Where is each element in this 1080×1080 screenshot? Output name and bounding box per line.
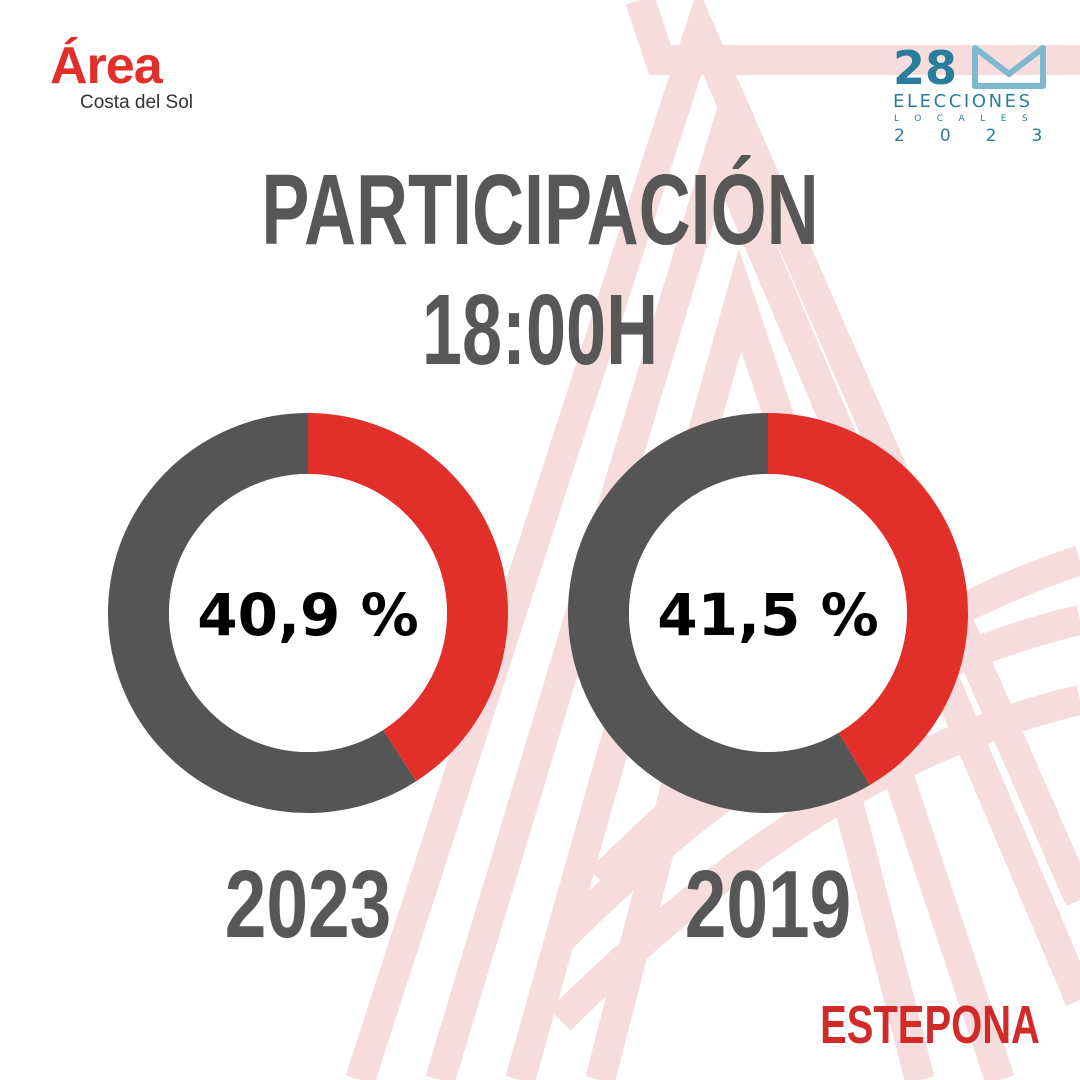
donut-2023: 40,9 % — [108, 413, 508, 813]
brand-subtitle: Costa del Sol — [80, 92, 194, 113]
donut-slice-2019 — [767, 413, 968, 786]
donut-slice-2023 — [307, 413, 508, 782]
envelope-icon — [972, 45, 1046, 89]
election-day: 28 — [893, 41, 958, 95]
donut-hole-2019 — [629, 474, 907, 752]
election-word: ELECCIONES — [893, 91, 1033, 112]
brand-name: Área — [50, 37, 163, 95]
donut-remainder-2019 — [568, 413, 870, 813]
election-year: 2023 — [894, 126, 1078, 146]
year-label-2023: 2023 — [224, 851, 392, 958]
data-label-2023: 40,9 % — [197, 581, 418, 649]
donut-remainder-2023 — [108, 413, 417, 813]
location-label: ESTEPONA — [820, 995, 1040, 1055]
page-title: PARTICIPACIÓN — [261, 154, 819, 266]
year-label-2019: 2019 — [684, 851, 852, 958]
data-label-2019: 41,5 % — [657, 581, 878, 649]
page-time: 18:00H — [421, 274, 659, 386]
elections-logo: 28 ELECCIONES LOCALES 2023 — [880, 40, 1060, 150]
donut-2019: 41,5 % — [568, 413, 968, 813]
election-subtitle: LOCALES — [894, 114, 1044, 124]
donut-hole-2023 — [169, 474, 447, 752]
brand-logo: Área Costa del Sol — [50, 40, 250, 120]
